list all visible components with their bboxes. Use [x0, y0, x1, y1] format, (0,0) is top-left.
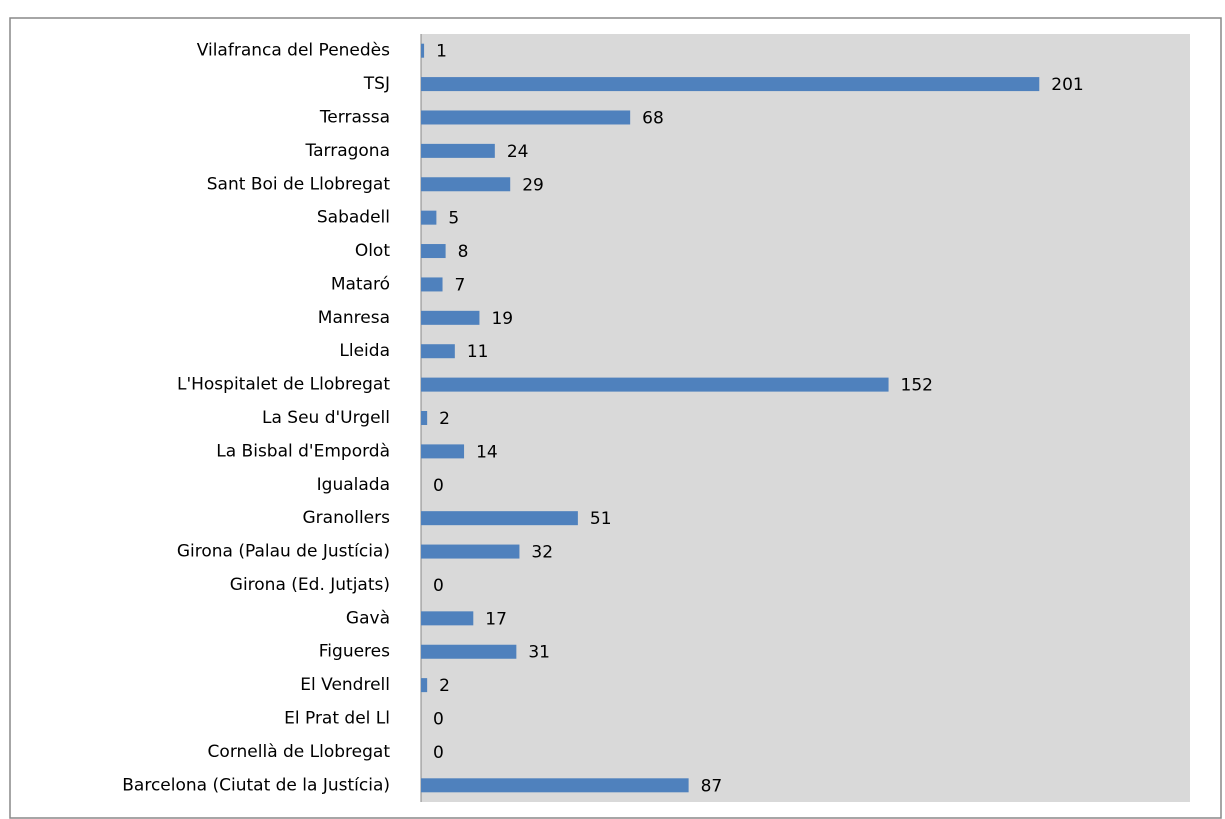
bar: [421, 143, 495, 158]
bar: [421, 411, 428, 425]
y-tick-label: L'Hospitalet de Llobregat: [177, 375, 390, 395]
data-label: 19: [491, 309, 513, 329]
data-label: 201: [1051, 75, 1083, 95]
bar: [421, 644, 517, 659]
y-tick-label: El Prat del Ll: [284, 709, 390, 729]
y-tick-label: Cornellà de Llobregat: [208, 742, 391, 762]
y-tick-label: TSJ: [363, 74, 390, 94]
data-label: 51: [590, 509, 612, 529]
data-label: 2: [439, 676, 450, 696]
y-tick-label: Igualada: [317, 475, 390, 495]
data-label: 14: [476, 442, 498, 462]
bar: [421, 444, 465, 459]
y-tick-label: Granollers: [302, 508, 390, 528]
y-tick-label: Vilafranca del Penedès: [197, 41, 390, 61]
bar: [421, 344, 455, 359]
data-label: 29: [522, 175, 544, 195]
bar: [421, 110, 631, 125]
y-tick-label: Manresa: [318, 308, 390, 328]
plot-area: [421, 34, 1190, 802]
y-tick-label: Barcelona (Ciutat de la Justícia): [122, 775, 390, 795]
bar: [421, 778, 689, 793]
data-label: 17: [485, 609, 507, 629]
data-label: 32: [531, 543, 553, 563]
data-label: 2: [439, 409, 450, 429]
y-tick-label: La Seu d'Urgell: [262, 408, 390, 428]
data-label: 68: [642, 108, 664, 128]
bar: [421, 277, 443, 292]
y-tick-label: Sabadell: [317, 208, 390, 228]
bar: [421, 678, 428, 693]
y-tick-label: Girona (Ed. Jutjats): [230, 575, 390, 595]
y-tick-label: La Bisbal d'Empordà: [216, 441, 390, 461]
bar: [421, 77, 1040, 92]
data-label: 0: [433, 576, 444, 596]
y-tick-label: Mataró: [331, 274, 390, 294]
bar: [421, 511, 578, 526]
data-label: 87: [701, 776, 723, 796]
y-tick-label: Lleida: [339, 341, 390, 361]
data-label: 11: [467, 342, 489, 362]
bar: [421, 210, 437, 225]
y-tick-label: Figueres: [319, 642, 390, 662]
data-label: 24: [507, 142, 529, 162]
y-tick-label: Terrassa: [319, 107, 390, 127]
data-label: 5: [448, 209, 459, 229]
y-tick-label: Olot: [355, 241, 391, 261]
y-tick-label: El Vendrell: [300, 675, 390, 695]
y-tick-label: Girona (Palau de Justícia): [177, 542, 390, 562]
y-tick-label: Sant Boi de Llobregat: [207, 174, 391, 194]
bar: [421, 43, 425, 58]
data-label: 0: [433, 743, 444, 763]
bar: [421, 177, 511, 192]
y-tick-label: Tarragona: [305, 141, 390, 161]
data-label: 31: [528, 643, 550, 663]
bar: [421, 611, 474, 626]
bar: [421, 544, 520, 559]
data-label: 0: [433, 476, 444, 496]
data-label: 0: [433, 710, 444, 730]
bar: [421, 310, 480, 325]
data-label: 7: [455, 275, 466, 295]
bar: [421, 244, 446, 259]
data-label: 152: [901, 376, 933, 396]
data-label: 8: [458, 242, 469, 262]
bar: [421, 377, 889, 392]
data-label: 1: [436, 42, 447, 62]
y-tick-label: Gavà: [346, 608, 390, 628]
